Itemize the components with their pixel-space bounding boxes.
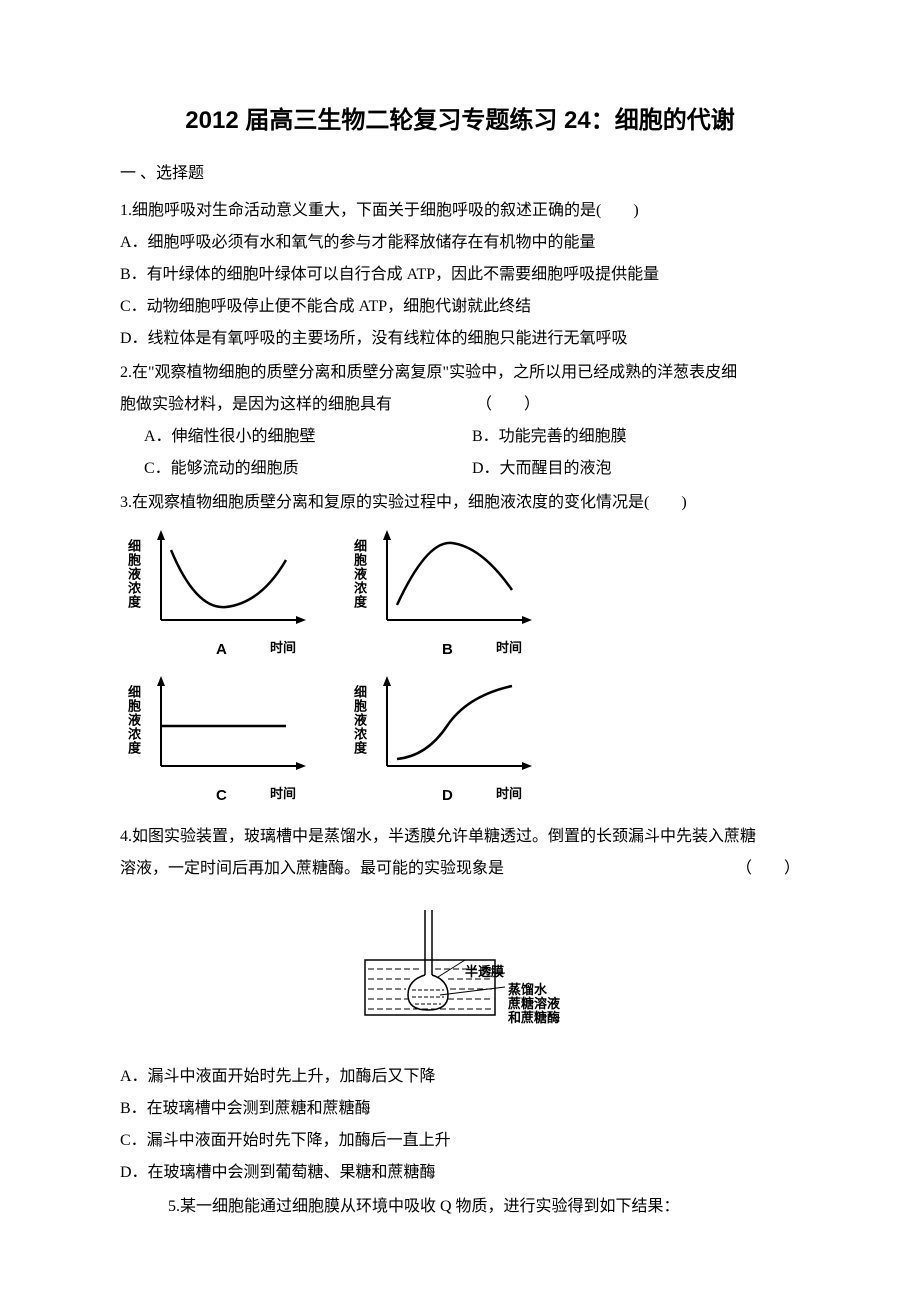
label-enzyme: 和蔗糖酶	[508, 1005, 560, 1031]
question-1: 1.细胞呼吸对生命活动意义重大，下面关于细胞呼吸的叙述正确的是( ) A．细胞呼…	[120, 195, 800, 355]
q2-option-c: C．能够流动的细胞质	[144, 453, 472, 485]
chart-a: 细胞液浓度 A 时间	[120, 525, 316, 665]
q2-paren: （ ）	[476, 396, 540, 413]
chart-a-label: A	[216, 635, 227, 665]
q1-option-d: D．线粒体是有氧呼吸的主要场所，没有线粒体的细胞只能进行无氧呼吸	[120, 323, 800, 355]
q4-option-d: D．在玻璃槽中会测到葡萄糖、果糖和蔗糖酶	[120, 1157, 800, 1189]
label-membrane: 半透膜	[465, 959, 504, 985]
chart-d: 细胞液浓度 D 时间	[346, 671, 542, 811]
q4-paren: （ ）	[736, 853, 800, 885]
q4-option-a: A．漏斗中液面开始时先上升，加酶后又下降	[120, 1061, 800, 1093]
page-title: 2012 届高三生物二轮复习专题练习 24：细胞的代谢	[120, 100, 800, 135]
q2-option-b: B．功能完善的细胞膜	[472, 421, 800, 453]
chart-b-label: B	[442, 635, 453, 665]
chart-d-ylabel: 细胞液浓度	[346, 685, 372, 755]
q2-option-a: A．伸缩性很小的细胞壁	[144, 421, 472, 453]
section-label: 一 、选择题	[120, 159, 800, 183]
question-4: 4.如图实验装置，玻璃槽中是蒸馏水，半透膜允许单糖透过。倒置的长颈漏斗中先装入蔗…	[120, 821, 800, 1189]
chart-c-svg	[146, 671, 316, 781]
chart-b-ylabel: 细胞液浓度	[346, 539, 372, 609]
chart-d-label: D	[442, 781, 453, 811]
q2-stem-line2: 胞做实验材料，是因为这样的细胞具有 （ ）	[120, 389, 800, 421]
q1-option-a: A．细胞呼吸必须有水和氧气的参与才能释放储存在有机物中的能量	[120, 227, 800, 259]
chart-c-ylabel: 细胞液浓度	[120, 685, 146, 755]
q2-stem-line1: 2.在"观察植物细胞的质壁分离和质壁分离复原"实验中，之所以用已经成熟的洋葱表皮…	[120, 357, 800, 389]
chart-a-svg	[146, 525, 316, 635]
q1-stem: 1.细胞呼吸对生命活动意义重大，下面关于细胞呼吸的叙述正确的是( )	[120, 195, 800, 227]
chart-c-xlabel: 时间	[270, 781, 296, 811]
chart-a-xlabel: 时间	[270, 635, 296, 665]
q4-option-c: C．漏斗中液面开始时先下降，加酶后一直上升	[120, 1125, 800, 1157]
chart-b: 细胞液浓度 B 时间	[346, 525, 542, 665]
question-3: 3.在观察植物细胞质壁分离和复原的实验过程中，细胞液浓度的变化情况是( ) 细胞…	[120, 487, 800, 811]
q1-option-c: C．动物细胞呼吸停止便不能合成 ATP，细胞代谢就此终结	[120, 291, 800, 323]
q4-stem-line1: 4.如图实验装置，玻璃槽中是蒸馏水，半透膜允许单糖透过。倒置的长颈漏斗中先装入蔗…	[120, 821, 800, 853]
q5-stem: 5.某一细胞能通过细胞膜从环境中吸收 Q 物质，进行实验得到如下结果：	[168, 1191, 800, 1223]
q3-stem: 3.在观察植物细胞质壁分离和复原的实验过程中，细胞液浓度的变化情况是( )	[120, 487, 800, 519]
question-5: 5.某一细胞能通过细胞膜从环境中吸收 Q 物质，进行实验得到如下结果：	[120, 1191, 800, 1223]
chart-d-svg	[372, 671, 542, 781]
q1-option-b: B．有叶绿体的细胞叶绿体可以自行合成 ATP，因此不需要细胞呼吸提供能量	[120, 259, 800, 291]
chart-c-label: C	[216, 781, 227, 811]
chart-b-xlabel: 时间	[496, 635, 522, 665]
chart-a-ylabel: 细胞液浓度	[120, 539, 146, 609]
q2-option-d: D．大而醒目的液泡	[472, 453, 800, 485]
q3-charts: 细胞液浓度 A 时间 细胞液浓度	[120, 525, 800, 811]
q4-apparatus: 半透膜 蒸馏水 蔗糖溶液 和蔗糖酶	[120, 905, 800, 1037]
q4-stem-line2: 溶液，一定时间后再加入蔗糖酶。最可能的实验现象是 （ ）	[120, 853, 800, 885]
chart-c: 细胞液浓度 C 时间	[120, 671, 316, 811]
q4-option-b: B．在玻璃槽中会测到蔗糖和蔗糖酶	[120, 1093, 800, 1125]
chart-b-svg	[372, 525, 542, 635]
question-2: 2.在"观察植物细胞的质壁分离和质壁分离复原"实验中，之所以用已经成熟的洋葱表皮…	[120, 357, 800, 485]
chart-d-xlabel: 时间	[496, 781, 522, 811]
